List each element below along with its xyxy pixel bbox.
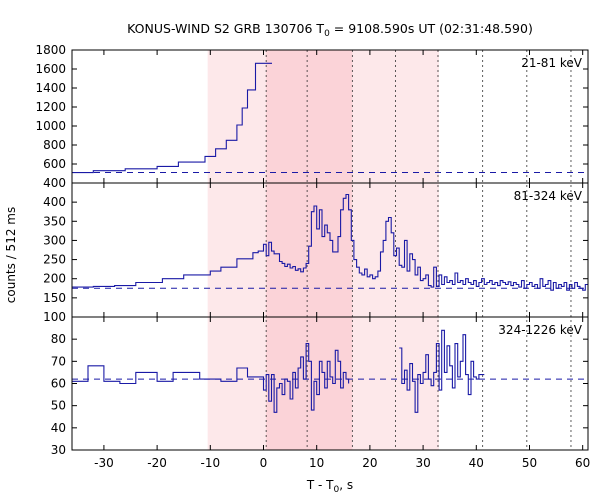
y-tick-label: 400: [43, 195, 66, 209]
y-tick-label: 350: [43, 214, 66, 228]
y-tick-label: 1600: [35, 62, 66, 76]
x-tick-label: 30: [415, 456, 430, 470]
shaded-region-dark: [266, 50, 353, 450]
x-tick-label: 20: [362, 456, 377, 470]
y-tick-label: 50: [51, 399, 66, 413]
y-tick-label: 80: [51, 332, 66, 346]
energy-band-label: 21-81 keV: [521, 56, 583, 70]
light-curve-segment: [399, 329, 485, 413]
y-tick-label: 1400: [35, 81, 66, 95]
y-tick-label: 600: [43, 157, 66, 171]
x-tick-label: -30: [94, 456, 114, 470]
chart-title: KONUS-WIND S2 GRB 130706 T0 = 9108.590s …: [127, 21, 533, 39]
y-tick-label: 100: [43, 310, 66, 324]
y-tick-label: 1000: [35, 119, 66, 133]
x-tick-label: 10: [309, 456, 324, 470]
x-tick-label: -10: [201, 456, 221, 470]
y-tick-label: 30: [51, 443, 66, 457]
light-curve: [72, 62, 272, 174]
light-curve: [72, 193, 588, 291]
light-curve: [72, 343, 350, 413]
x-tick-label: 50: [522, 456, 537, 470]
panel-2: 100 150 200 250 300 350 400 81-324 keV: [43, 182, 589, 324]
y-tick-label: 60: [51, 377, 66, 391]
x-tick-label: 60: [575, 456, 590, 470]
y-tick-label: 200: [43, 272, 66, 286]
y-tick-label: 400: [43, 176, 66, 190]
x-tick-label: -20: [147, 456, 167, 470]
y-tick-label: 1200: [35, 100, 66, 114]
energy-band-label: 81-324 keV: [514, 189, 583, 203]
x-tick-label: 0: [260, 456, 268, 470]
y-tick-label: 250: [43, 253, 66, 267]
y-tick-label: 40: [51, 421, 66, 435]
x-axis-label: T - T0, s: [306, 478, 353, 495]
y-axis-label: counts / 512 ms: [4, 207, 18, 303]
panel-3: 30 40 50 60 70 80 324-1226 keV: [51, 316, 589, 457]
y-tick-label: 1800: [35, 43, 66, 57]
x-tick-label: 40: [469, 456, 484, 470]
y-tick-label: 150: [43, 291, 66, 305]
y-tick-label: 70: [51, 354, 66, 368]
y-tick-label: 300: [43, 233, 66, 247]
energy-band-label: 324-1226 keV: [498, 323, 582, 337]
y-tick-label: 800: [43, 138, 66, 152]
